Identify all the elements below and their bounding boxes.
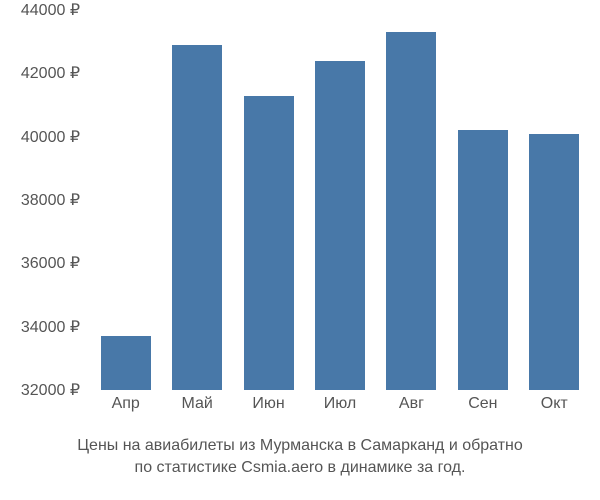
bar <box>172 45 222 390</box>
bar <box>529 134 579 391</box>
bar <box>244 96 294 391</box>
bar <box>458 130 508 390</box>
x-tick-label: Сен <box>468 395 497 413</box>
y-tick-label: 34000 ₽ <box>21 317 80 337</box>
y-tick-label: 40000 ₽ <box>21 127 80 147</box>
bar <box>101 336 151 390</box>
x-tick-label: Май <box>181 395 212 413</box>
x-tick-label: Авг <box>399 395 424 413</box>
y-axis: 32000 ₽34000 ₽36000 ₽38000 ₽40000 ₽42000… <box>0 10 90 390</box>
caption-line1: Цены на авиабилеты из Мурманска в Самарк… <box>77 437 523 454</box>
x-tick-label: Июл <box>324 395 356 413</box>
caption-line2: по статистике Csmia.aero в динамике за г… <box>135 459 466 476</box>
chart-caption: Цены на авиабилеты из Мурманска в Самарк… <box>0 435 600 480</box>
x-tick-label: Июн <box>252 395 284 413</box>
plot-area <box>90 10 590 390</box>
bar <box>386 32 436 390</box>
y-tick-label: 44000 ₽ <box>21 0 80 20</box>
bar <box>315 61 365 390</box>
x-axis: Апр Май Июн Июл Авг Сен Окт <box>90 395 590 425</box>
y-tick-label: 38000 ₽ <box>21 190 80 210</box>
y-tick-label: 32000 ₽ <box>21 380 80 400</box>
y-tick-label: 36000 ₽ <box>21 253 80 273</box>
x-tick-label: Апр <box>112 395 140 413</box>
x-tick-label: Окт <box>541 395 568 413</box>
y-tick-label: 42000 ₽ <box>21 63 80 83</box>
